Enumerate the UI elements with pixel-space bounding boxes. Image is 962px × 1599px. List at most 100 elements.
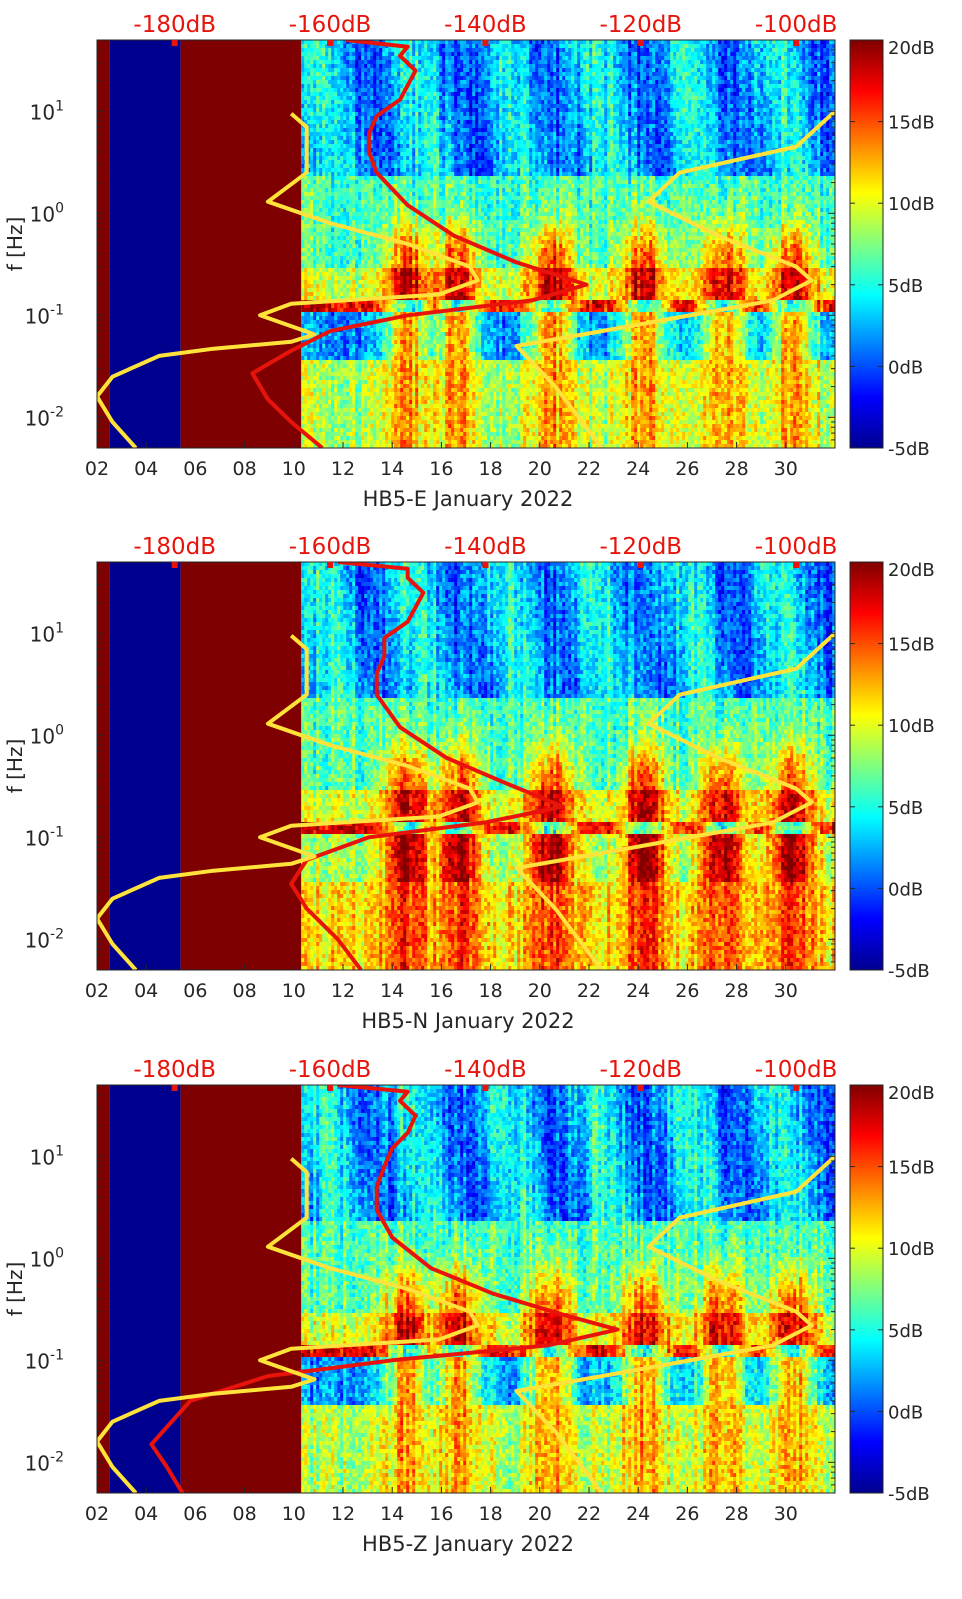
x-tick-label: 02 [85, 1503, 109, 1525]
top-axis-tick [171, 562, 178, 568]
x-tick-label: 02 [85, 980, 109, 1002]
x-tick-label: 18 [479, 980, 503, 1002]
spectrogram-panel: 02 04 06 08 10 12 14 16 18 20 22 24 26 28 30 HB5-E Janu… [3, 12, 935, 511]
x-tick-label: 02 [85, 458, 109, 480]
top-axis-label: -120dB [600, 1057, 683, 1083]
top-axis-tick [793, 562, 800, 568]
top-axis-tick [482, 40, 489, 46]
top-axis-tick [327, 562, 334, 568]
top-axis-tick [637, 562, 644, 568]
top-axis-label: -140dB [444, 12, 527, 38]
yellow-curve-1 [97, 1157, 480, 1493]
spectrogram-image [301, 40, 835, 448]
colorbar-tick-label: 20dB [888, 38, 935, 59]
top-axis-label: -140dB [444, 534, 527, 560]
top-axis-tick [327, 40, 334, 46]
colorbar-tick-label: -5dB [888, 439, 930, 460]
top-axis-label: -180dB [133, 1057, 216, 1083]
x-tick-label: 06 [183, 1503, 207, 1525]
x-tick-label: 08 [233, 458, 257, 480]
colorbar-tick-label: 5dB [888, 1321, 923, 1342]
colorbar-tick-label: 10dB [888, 716, 935, 737]
x-tick-label: 26 [675, 1503, 699, 1525]
x-tick-label: 12 [331, 1503, 355, 1525]
yellow-curve-2 [514, 1154, 835, 1493]
colorbar-tick-label: 5dB [888, 276, 923, 297]
colorbar-tick-label: 15dB [888, 113, 935, 134]
y-axis-label: f [Hz] [3, 217, 27, 272]
x-tick-label: 30 [774, 980, 798, 1002]
x-tick-label: 22 [577, 1503, 601, 1525]
y-tick-label: 10-1 [25, 302, 64, 328]
x-tick-label: 28 [725, 458, 749, 480]
x-axis-label: HB5-N January 2022 [361, 1009, 574, 1033]
spectrogram-image [301, 1085, 835, 1493]
colorbar-tick-label: 5dB [888, 798, 923, 819]
colorbar-tick-label: 15dB [888, 635, 935, 656]
x-axis-label: HB5-Z January 2022 [362, 1532, 574, 1556]
x-tick-label: 24 [626, 1503, 650, 1525]
colorbar [849, 39, 884, 449]
top-axis-label: -160dB [289, 12, 372, 38]
top-axis-tick [327, 1085, 334, 1091]
colorbar-tick-label: 0dB [888, 357, 923, 378]
x-tick-label: 20 [528, 1503, 552, 1525]
x-tick-label: 16 [429, 1503, 453, 1525]
colorbar-tick-label: 0dB [888, 879, 923, 900]
x-tick-label: 12 [331, 458, 355, 480]
yellow-curve-2 [514, 631, 835, 970]
y-tick-label: 10-1 [25, 1347, 64, 1373]
colorbar-tick-label: -5dB [888, 961, 930, 982]
top-axis-tick [637, 40, 644, 46]
top-axis-tick [171, 1085, 178, 1091]
background-band-dark-blue [109, 40, 181, 448]
colorbar-tick-label: 15dB [888, 1158, 935, 1179]
yellow-curve-1 [97, 112, 480, 448]
spectrogram-panel: 02 04 06 08 10 12 14 16 18 20 22 24 26 28 30 HB5-N Janu… [3, 534, 935, 1033]
x-tick-label: 04 [134, 458, 158, 480]
colorbar [849, 1084, 884, 1494]
x-tick-label: 04 [134, 1503, 158, 1525]
top-axis-tick [482, 1085, 489, 1091]
y-tick-label: 10-2 [25, 1449, 64, 1475]
spectrogram-image [301, 562, 835, 970]
x-tick-label: 14 [380, 1503, 404, 1525]
yellow-curve-2 [514, 109, 835, 448]
colorbar [849, 561, 884, 971]
x-tick-label: 10 [282, 1503, 306, 1525]
top-axis-label: -100dB [755, 1057, 838, 1083]
y-tick-label: 100 [30, 722, 64, 748]
x-tick-label: 18 [479, 1503, 503, 1525]
x-tick-label: 06 [183, 458, 207, 480]
top-axis-tick [793, 1085, 800, 1091]
x-tick-label: 20 [528, 458, 552, 480]
x-tick-label: 24 [626, 458, 650, 480]
top-axis-label: -120dB [600, 534, 683, 560]
x-tick-label: 08 [233, 1503, 257, 1525]
y-tick-label: 100 [30, 1245, 64, 1271]
x-tick-label: 24 [626, 980, 650, 1002]
colorbar-tick-label: 10dB [888, 194, 935, 215]
x-tick-label: 30 [774, 1503, 798, 1525]
y-tick-label: 101 [30, 1143, 64, 1169]
x-tick-label: 04 [134, 980, 158, 1002]
x-tick-label: 10 [282, 458, 306, 480]
x-tick-label: 28 [725, 980, 749, 1002]
top-axis-label: -160dB [289, 1057, 372, 1083]
x-tick-label: 22 [577, 980, 601, 1002]
top-axis-tick [482, 562, 489, 568]
top-axis-label: -140dB [444, 1057, 527, 1083]
x-axis-label: HB5-E January 2022 [363, 487, 574, 511]
top-axis-label: -180dB [133, 12, 216, 38]
y-tick-label: 100 [30, 200, 64, 226]
top-axis-label: -180dB [133, 534, 216, 560]
x-tick-label: 18 [479, 458, 503, 480]
x-tick-label: 20 [528, 980, 552, 1002]
red-curve-0 [289, 562, 566, 970]
x-tick-label: 16 [429, 458, 453, 480]
x-tick-label: 22 [577, 458, 601, 480]
yellow-curve-1 [97, 634, 480, 970]
x-tick-label: 14 [380, 458, 404, 480]
y-tick-label: 10-2 [25, 926, 64, 952]
x-tick-label: 06 [183, 980, 207, 1002]
